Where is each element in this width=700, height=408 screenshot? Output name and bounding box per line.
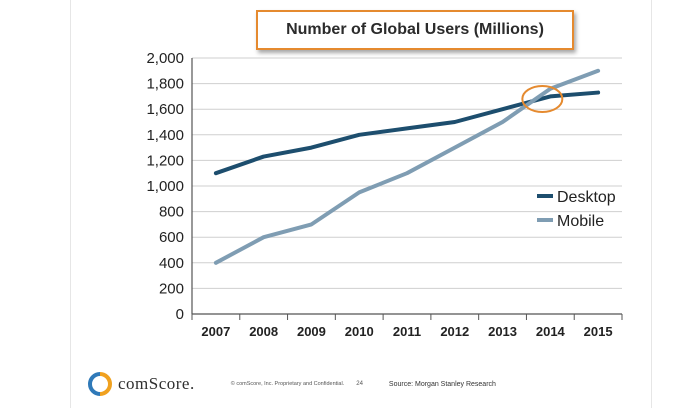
series-line-mobile	[213, 68, 601, 265]
y-tick-label: 1,000	[146, 178, 184, 195]
x-tick-label: 2013	[488, 324, 517, 339]
footer: comScore. © comScore, Inc. Proprietary a…	[88, 368, 608, 400]
y-tick-label: 200	[159, 280, 184, 297]
x-axis-ticks: 2007 2008 2009 2010 2011 2012 2013 2014 2015	[201, 324, 612, 339]
x-tick-label: 2012	[440, 324, 469, 339]
page-number: 24	[356, 381, 363, 387]
y-tick-label: 0	[176, 306, 184, 323]
x-tick-label: 2011	[393, 324, 421, 339]
series-line-desktop	[213, 90, 601, 176]
x-tick-label: 2009	[297, 324, 326, 339]
legend-label-desktop: Desktop	[557, 189, 616, 206]
y-tick-label: 1,200	[146, 152, 184, 169]
series-group	[213, 68, 601, 265]
copyright-text: © comScore, Inc. Proprietary and Confide…	[230, 381, 345, 387]
x-tick-label: 2010	[345, 324, 374, 339]
y-tick-label: 1,400	[146, 127, 184, 144]
y-tick-label: 2,000	[146, 50, 184, 67]
y-tick-label: 600	[159, 229, 184, 246]
y-axis-ticks: 0 200 400 600 800 1,000 1,200 1,400 1,600 1,800 2,…	[146, 50, 184, 323]
y-tick-label: 1,600	[146, 101, 184, 118]
chart-title: Number of Global Users (Millions)	[256, 10, 574, 50]
y-tick-label: 400	[159, 255, 184, 272]
annotations	[521, 84, 564, 113]
source-text: Source: Morgan Stanley Research	[388, 380, 496, 388]
y-tick-label: 1,800	[146, 76, 184, 93]
slide	[70, 0, 652, 408]
legend: Desktop Mobile	[537, 189, 616, 230]
brand-name: comScore.	[118, 374, 195, 393]
x-tick-label: 2008	[249, 324, 278, 339]
x-tick-label: 2007	[201, 324, 230, 339]
legend-label-mobile: Mobile	[557, 213, 604, 230]
y-tick-label: 800	[159, 204, 184, 221]
comscore-logo-icon	[88, 372, 112, 396]
x-tick-label: 2014	[536, 324, 566, 339]
crossover-annotation	[521, 84, 564, 113]
x-tick-label: 2015	[584, 324, 613, 339]
